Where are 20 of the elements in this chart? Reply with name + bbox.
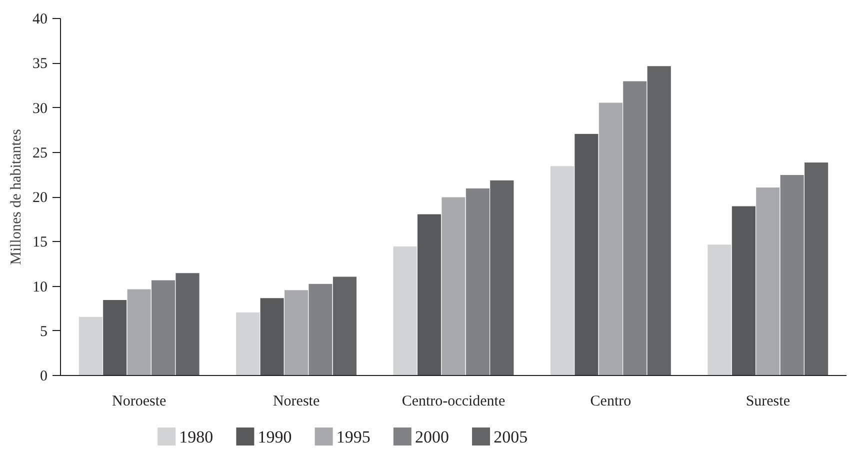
legend-label: 1980 <box>179 428 214 446</box>
y-tick-label: 15 <box>32 234 48 251</box>
y-tick-label: 35 <box>32 56 48 72</box>
x-tick-label: Noreste <box>272 394 320 410</box>
legend-label: 1990 <box>258 428 292 446</box>
legend-label: 1995 <box>336 428 370 446</box>
y-tick-label: 5 <box>40 324 48 340</box>
y-axis-title: Millones de habitantes <box>8 128 24 265</box>
legend-label: 2000 <box>414 428 449 446</box>
y-tick-label: 0 <box>40 368 48 384</box>
x-tick-label: Centro <box>590 394 632 410</box>
y-tick-label: 10 <box>32 279 48 296</box>
x-tick-label: Centro-occidente <box>402 394 506 410</box>
y-tick-label: 30 <box>32 100 48 117</box>
x-tick-label: Noroeste <box>112 394 167 410</box>
y-tick-label: 20 <box>32 190 48 206</box>
legend-label: 2005 <box>494 428 528 446</box>
y-tick-label: 25 <box>32 145 48 162</box>
x-tick-label: Sureste <box>746 394 790 410</box>
y-tick-label: 40 <box>32 12 48 28</box>
